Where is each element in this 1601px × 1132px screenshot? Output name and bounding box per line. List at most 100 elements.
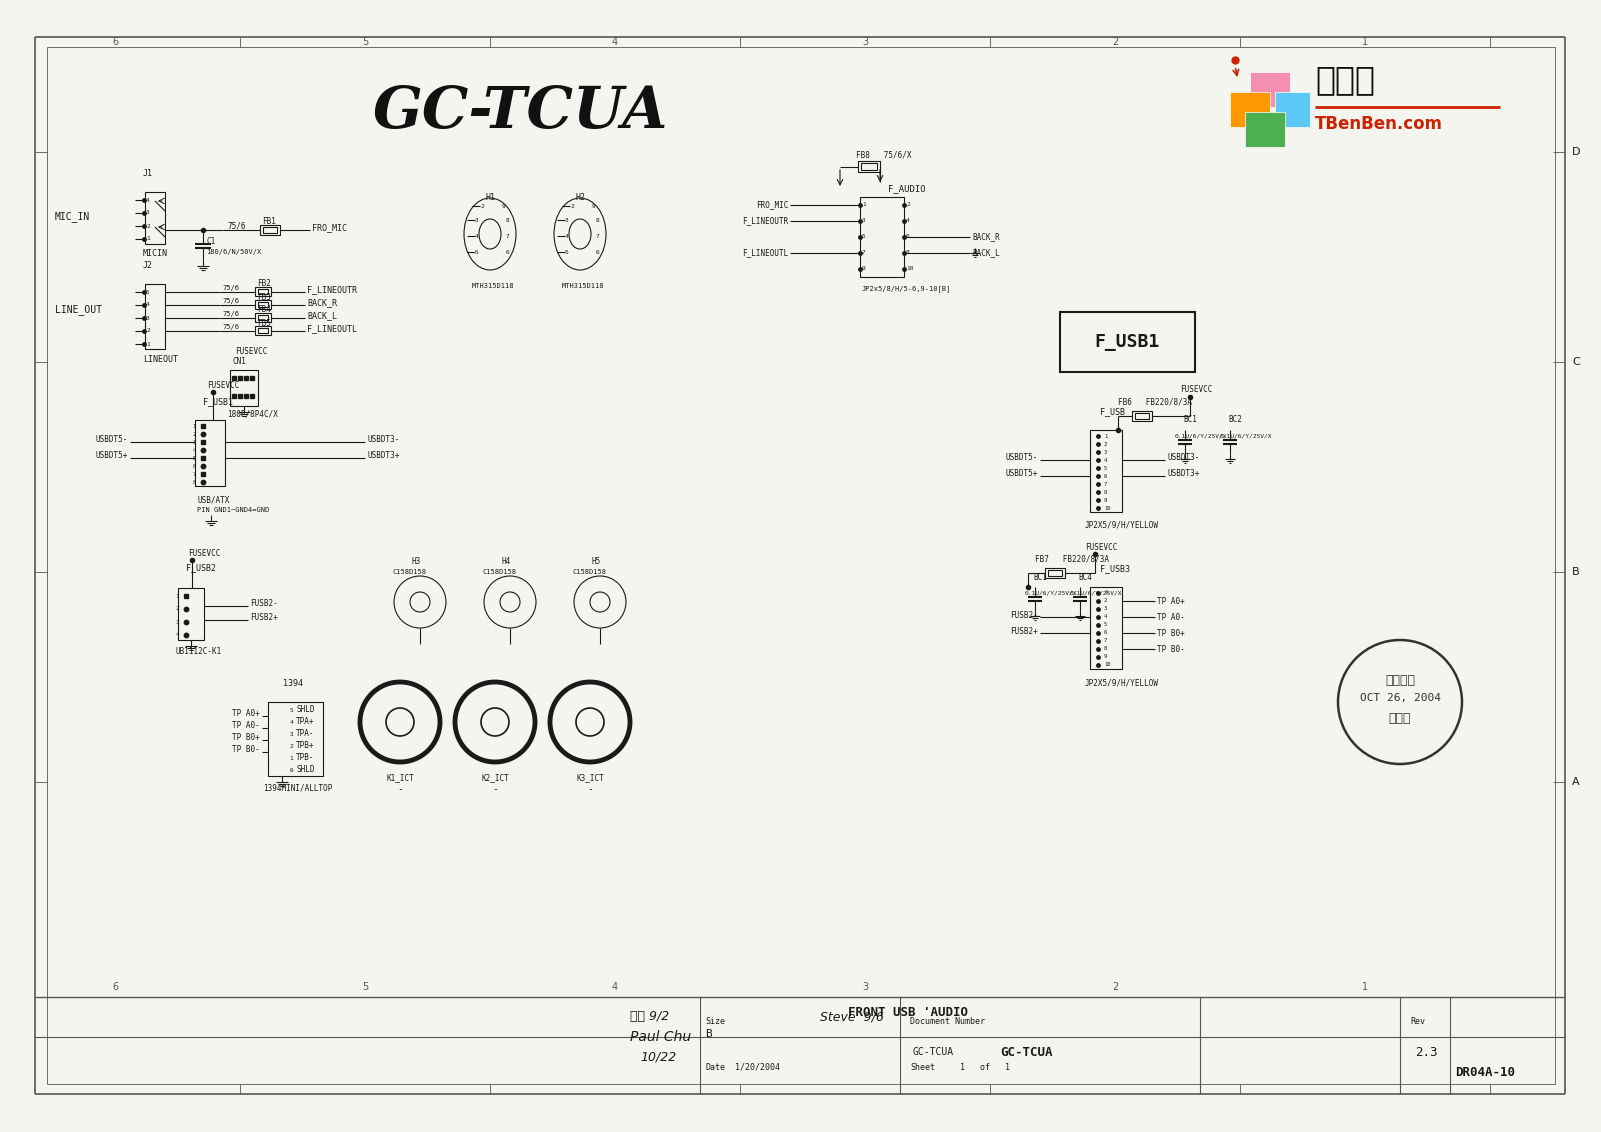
Text: 4: 4 xyxy=(565,233,568,239)
Text: FB5: FB5 xyxy=(258,318,271,327)
Bar xyxy=(258,302,267,307)
Text: 淡本本: 淡本本 xyxy=(1314,63,1375,96)
Text: A: A xyxy=(1572,777,1580,787)
Bar xyxy=(1132,411,1153,421)
Text: JP2X5/9/H/YELLOW: JP2X5/9/H/YELLOW xyxy=(1085,521,1159,530)
Text: F_USB1: F_USB1 xyxy=(203,397,234,406)
Text: USBDT5+: USBDT5+ xyxy=(1005,469,1037,478)
Text: USBDT3-: USBDT3- xyxy=(1167,454,1199,463)
Text: 5: 5 xyxy=(146,290,150,294)
Text: 9: 9 xyxy=(1105,654,1108,660)
Text: 4: 4 xyxy=(146,302,150,308)
Text: F_USB: F_USB xyxy=(1100,408,1126,417)
Text: 3: 3 xyxy=(861,37,868,48)
Text: BC4: BC4 xyxy=(1077,573,1092,582)
Text: 研测中心: 研测中心 xyxy=(1385,674,1415,686)
Text: 4: 4 xyxy=(475,233,479,239)
Bar xyxy=(1049,571,1061,576)
Text: 8: 8 xyxy=(192,480,195,484)
Text: 1: 1 xyxy=(1105,591,1108,595)
Text: 6: 6 xyxy=(192,463,195,469)
Bar xyxy=(1060,312,1194,372)
Text: Paul Chu: Paul Chu xyxy=(631,1030,692,1044)
Bar xyxy=(255,288,271,295)
Text: BC2: BC2 xyxy=(1228,415,1242,424)
Text: 2: 2 xyxy=(570,204,573,208)
Text: 1: 1 xyxy=(1362,37,1369,48)
Text: 7: 7 xyxy=(1105,481,1108,487)
Text: C1: C1 xyxy=(207,238,215,247)
Text: 6: 6 xyxy=(112,981,118,992)
Text: FUSEVCC: FUSEVCC xyxy=(235,348,267,357)
Text: 3: 3 xyxy=(1105,449,1108,455)
Text: 7: 7 xyxy=(596,233,600,239)
Text: F_LINEOUTL: F_LINEOUTL xyxy=(741,249,788,257)
Bar xyxy=(1090,588,1122,669)
Text: BACK_L: BACK_L xyxy=(972,249,999,257)
Text: 3: 3 xyxy=(861,218,866,223)
Text: 180P/8P4C/X: 180P/8P4C/X xyxy=(227,410,279,419)
Text: 4: 4 xyxy=(290,720,293,724)
Text: K2_ICT: K2_ICT xyxy=(482,773,509,782)
Text: K3_ICT: K3_ICT xyxy=(576,773,604,782)
Text: K1_ICT: K1_ICT xyxy=(386,773,415,782)
Text: 2: 2 xyxy=(1111,37,1117,48)
Text: 2: 2 xyxy=(906,203,909,207)
Text: USB/ATX: USB/ATX xyxy=(197,496,229,505)
Text: H4: H4 xyxy=(501,557,511,566)
Text: 6: 6 xyxy=(596,249,600,255)
Bar xyxy=(258,328,267,333)
Text: Document Number: Document Number xyxy=(909,1018,985,1027)
Text: 5: 5 xyxy=(290,708,293,712)
Bar xyxy=(255,326,271,335)
Text: 0.1U/6/Y/25V/X: 0.1U/6/Y/25V/X xyxy=(1220,434,1273,438)
Text: 2: 2 xyxy=(480,204,484,208)
Text: 2: 2 xyxy=(146,223,150,229)
Text: 1: 1 xyxy=(861,203,866,207)
Text: JP2x5/8/H/5-6,9-10[B]: JP2x5/8/H/5-6,9-10[B] xyxy=(861,285,951,292)
Text: 3: 3 xyxy=(175,619,179,625)
Text: TPB+: TPB+ xyxy=(296,741,314,751)
Text: H3: H3 xyxy=(411,557,421,566)
Text: C: C xyxy=(1572,357,1580,367)
Text: 2: 2 xyxy=(175,607,179,611)
Text: Date: Date xyxy=(704,1063,725,1072)
Text: MTH315D118: MTH315D118 xyxy=(472,283,514,289)
Text: 4: 4 xyxy=(146,197,150,203)
Text: 3: 3 xyxy=(861,981,868,992)
Text: 9: 9 xyxy=(592,204,596,208)
Text: 8: 8 xyxy=(906,250,909,256)
Text: 1394: 1394 xyxy=(283,679,303,688)
Text: 4: 4 xyxy=(612,981,618,992)
Text: TP B0+: TP B0+ xyxy=(1158,628,1185,637)
Text: H2: H2 xyxy=(575,194,584,203)
Text: PIN GND1~GND4=GND: PIN GND1~GND4=GND xyxy=(197,507,269,513)
Text: TPA+: TPA+ xyxy=(296,718,314,727)
Bar xyxy=(255,300,271,309)
Text: 6: 6 xyxy=(1105,631,1108,635)
Text: FRO_MIC: FRO_MIC xyxy=(756,200,788,209)
Bar xyxy=(146,284,165,349)
Text: FRO_MIC: FRO_MIC xyxy=(312,223,347,232)
Text: FB1: FB1 xyxy=(263,216,275,225)
Bar xyxy=(259,225,280,235)
Text: 2: 2 xyxy=(1111,981,1117,992)
Text: FUSB2+: FUSB2+ xyxy=(250,614,277,623)
Text: 7: 7 xyxy=(506,233,509,239)
Text: USBDT5+: USBDT5+ xyxy=(96,451,128,460)
Text: 4: 4 xyxy=(1105,457,1108,463)
Text: FUSEVCC: FUSEVCC xyxy=(1085,542,1117,551)
Text: USBDT5-: USBDT5- xyxy=(1005,453,1037,462)
Text: 6: 6 xyxy=(112,37,118,48)
Text: TBenBen.com: TBenBen.com xyxy=(1314,115,1443,132)
Text: F_LINEOUTR: F_LINEOUTR xyxy=(741,216,788,225)
Text: 9: 9 xyxy=(503,204,506,208)
Text: 4: 4 xyxy=(612,37,618,48)
Text: 5: 5 xyxy=(861,234,866,240)
Text: UB1112C-K1: UB1112C-K1 xyxy=(175,646,221,655)
Text: Size: Size xyxy=(704,1018,725,1027)
Text: 6: 6 xyxy=(290,767,293,772)
Bar xyxy=(1135,413,1150,419)
Text: 0.1U/6/Y/25V/X: 0.1U/6/Y/25V/X xyxy=(1175,434,1228,438)
Text: 3: 3 xyxy=(192,439,195,445)
